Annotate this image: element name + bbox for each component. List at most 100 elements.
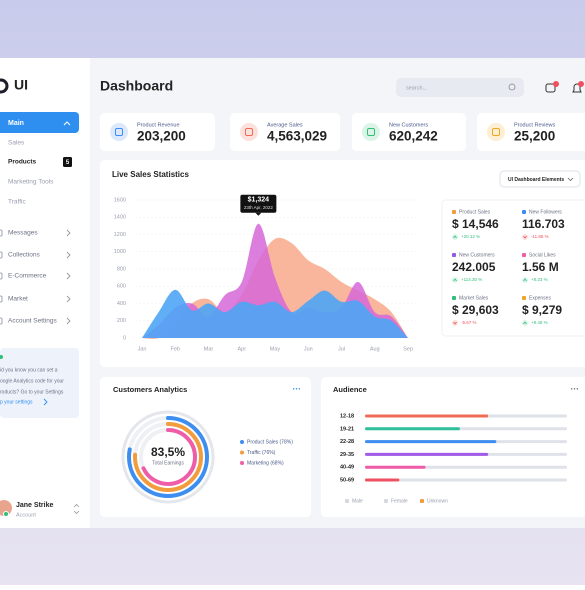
- legend-label: Male: [352, 498, 363, 504]
- kpi-label: Market Sales: [459, 295, 489, 301]
- stat-card: [352, 113, 466, 151]
- stat-icon-bg: [110, 123, 128, 141]
- kpi-marker: [452, 253, 456, 257]
- stat-icon-bg: [240, 123, 258, 141]
- count-badge: [63, 157, 72, 167]
- stat-label: Product Revenue: [137, 122, 180, 128]
- kpi-value: 242.005: [452, 260, 496, 274]
- tooltip-pointer: [255, 212, 262, 216]
- search-icon: [508, 83, 516, 91]
- card-title: Live Sales Statistics: [112, 170, 189, 179]
- messages-icon[interactable]: [545, 83, 556, 93]
- age-label: 22-28: [340, 439, 354, 445]
- kpi-arrow: [453, 321, 457, 325]
- kpi-arrow: [453, 278, 457, 282]
- bar: [365, 465, 426, 469]
- chevron: [66, 317, 71, 325]
- kpi-arrow: [523, 321, 527, 325]
- kpi-value: 1.56 M: [522, 260, 559, 274]
- kpi-value: $ 9,279: [522, 303, 562, 317]
- submenu-item: Sales: [8, 140, 25, 147]
- x-tick-label: Jul: [338, 346, 345, 352]
- tip-text: p your settings: [0, 399, 33, 405]
- stat-card: [230, 113, 340, 151]
- legend-label: Unknown: [427, 498, 448, 504]
- audience-card: [321, 377, 585, 517]
- kpi-change: -5.67 %: [461, 320, 477, 325]
- stat-icon: [245, 128, 253, 136]
- kpi-marker: [452, 210, 456, 214]
- count: 5: [66, 160, 70, 166]
- stat-label: Average Sales: [267, 122, 303, 128]
- y-tick-label: 1000: [114, 249, 126, 255]
- stat-card: [100, 113, 215, 151]
- kpi-trend: [452, 320, 458, 326]
- center-label: Total Earnings: [152, 460, 184, 466]
- kpi-trend: [522, 320, 528, 326]
- legend-dot: [240, 450, 244, 455]
- tip-text: roducts? Go to your Settings: [0, 389, 64, 395]
- y-tick-label: 600: [117, 284, 126, 290]
- chevron: [66, 229, 71, 237]
- menu-item: Messages: [8, 230, 38, 237]
- tip-box: [0, 348, 79, 418]
- menu-icon: [0, 317, 3, 325]
- tooltip: [240, 194, 277, 213]
- page-title: Dashboard: [100, 78, 173, 94]
- x-tick-label: May: [270, 346, 281, 352]
- age-label: 40-49: [340, 465, 354, 471]
- kpi-trend: [452, 277, 458, 283]
- status: [3, 511, 9, 517]
- stat-value: 620,242: [389, 129, 438, 144]
- stat-value: 203,200: [137, 129, 186, 144]
- stat-value: 25,200: [514, 129, 555, 144]
- chevron: [66, 295, 71, 303]
- bell-icon[interactable]: [572, 83, 582, 93]
- legend-label: Female: [391, 498, 408, 504]
- y-tick-label: 200: [117, 318, 126, 324]
- kpi-marker: [452, 296, 456, 300]
- ring-outer: [121, 410, 215, 504]
- stat-card: [477, 113, 585, 151]
- x-tick-label: Aug: [370, 346, 380, 352]
- dropdown-caret: [567, 177, 574, 182]
- search-box[interactable]: [396, 78, 524, 97]
- ring-arc: [133, 422, 203, 492]
- submenu-item: Marketing Tools: [8, 179, 54, 186]
- menu-icon: [0, 251, 3, 259]
- kpi-trend: [522, 277, 528, 283]
- y-tick-label: 0: [123, 335, 126, 341]
- kpi-value: 116.703: [522, 217, 565, 231]
- legend-swatch: [384, 499, 388, 503]
- chevron: [63, 121, 71, 126]
- filter-dropdown[interactable]: [499, 170, 581, 188]
- kpi-marker: [522, 253, 526, 257]
- kpi-label: Social Likes: [529, 252, 556, 258]
- user-role: Account: [16, 512, 36, 518]
- chevron: [66, 251, 71, 259]
- menu-item: Main: [8, 120, 24, 127]
- filter-label: UI Dashboard Elements: [508, 177, 564, 183]
- kpi-trend: [452, 234, 458, 240]
- kpi-value: $ 29,603: [452, 303, 499, 317]
- stat-icon: [492, 128, 500, 136]
- kpi-arrow: [523, 235, 527, 239]
- kpi-trend: [522, 234, 528, 240]
- search-placeholder: search...: [406, 85, 428, 91]
- card-title: Customers Analytics: [113, 385, 187, 394]
- user-menu[interactable]: [73, 503, 80, 515]
- user-name: Jane Strike: [16, 502, 53, 509]
- more-menu[interactable]: …: [570, 381, 579, 391]
- more-menu[interactable]: …: [292, 381, 301, 391]
- y-tick-label: 800: [117, 266, 126, 272]
- legend-label: Traffic (76%): [247, 450, 276, 456]
- age-label: 50-69: [340, 477, 354, 483]
- kpi-label: New Customers: [459, 252, 495, 258]
- tip-dot: [0, 355, 3, 359]
- menu-active[interactable]: [0, 112, 79, 133]
- y-tick-label: 1200: [114, 232, 126, 238]
- tip-text: oogle Analytics code for your: [0, 378, 64, 384]
- kpi-label: Expenses: [529, 295, 551, 301]
- kpi-label: Product Sales: [459, 209, 491, 215]
- avatar: [0, 500, 12, 516]
